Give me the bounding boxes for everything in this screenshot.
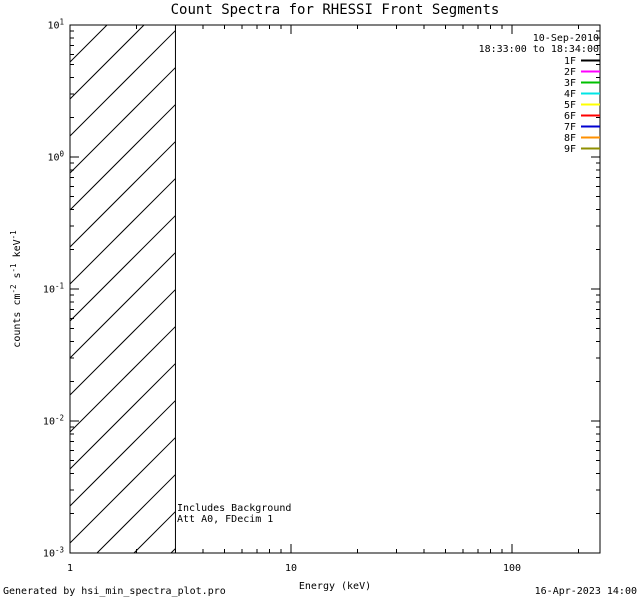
hatch-line [170,548,176,554]
x-tick-label: 1 [67,563,73,574]
y-axis-label: counts cm-2 s-1 keV-1 [9,230,23,347]
legend-entry-label: 6F [564,111,576,122]
y-tick-label: 10-3 [43,546,64,560]
legend-entry: 2F [564,67,600,78]
hatch-line [69,104,176,211]
legend: 10-Sep-2010 18:33:00 to 18:34:00 1F2F3F4… [479,33,600,155]
y-tick-label: 10-1 [43,282,64,296]
hatch-line [69,178,176,285]
hatch-line [96,474,176,554]
annotation-attenuator-state: Att A0, FDecim 1 [177,514,273,525]
hatch-line [69,252,176,359]
hatch-line [69,363,176,470]
plot-axes [69,24,601,554]
hatch-line [69,289,176,396]
x-tick-label: 10 [285,563,297,574]
legend-entry: 9F [564,144,600,155]
legend-entry-label: 1F [564,56,576,67]
hatch-line [69,30,176,137]
legend-entry: 4F [564,89,600,100]
legend-entry: 1F [564,56,600,67]
y-tick-label: 101 [47,18,64,32]
footer-timestamp: 16-Apr-2023 14:00 [535,586,637,597]
legend-entry-label: 4F [564,89,576,100]
legend-entry-label: 9F [564,144,576,155]
plot-annotations: Includes Background Att A0, FDecim 1 [177,503,291,525]
hatch-line [69,437,176,544]
legend-entry-label: 3F [564,78,576,89]
legend-entry: 8F [564,133,600,144]
hatched-background-region [69,24,176,554]
hatch-line [69,24,145,100]
hatch-line [69,67,176,174]
hatch-line [69,400,176,507]
legend-entry: 3F [564,78,600,89]
hatch-line [69,141,176,248]
y-tick-label: 100 [47,150,64,164]
y-tick-label: 10-2 [43,414,64,428]
hatch-line [69,215,176,322]
y-axis-tick-labels: 10-3 10-2 10-1 100 101 [43,18,65,560]
legend-time-range: 18:33:00 to 18:34:00 [479,44,599,55]
annotation-includes-background: Includes Background [177,503,291,514]
legend-entry: 7F [564,122,600,133]
footer-generator: Generated by hsi_min_spectra_plot.pro [3,586,226,597]
hatch-line [69,24,108,63]
legend-date: 10-Sep-2010 [533,33,599,44]
legend-entry-label: 2F [564,67,576,78]
legend-entry-label: 5F [564,100,576,111]
legend-entry: 5F [564,100,600,111]
legend-entry: 6F [564,111,600,122]
hatch-line [133,511,176,554]
legend-entry-label: 7F [564,122,576,133]
x-tick-label: 100 [503,563,521,574]
x-axis-label: Energy (keV) [299,581,371,592]
x-axis-tick-labels: 1 10 100 [67,563,521,574]
plot-title: Count Spectra for RHESSI Front Segments [171,2,500,18]
hatch-line [69,326,176,433]
legend-entry-label: 8F [564,133,576,144]
plot-frame [69,24,601,554]
